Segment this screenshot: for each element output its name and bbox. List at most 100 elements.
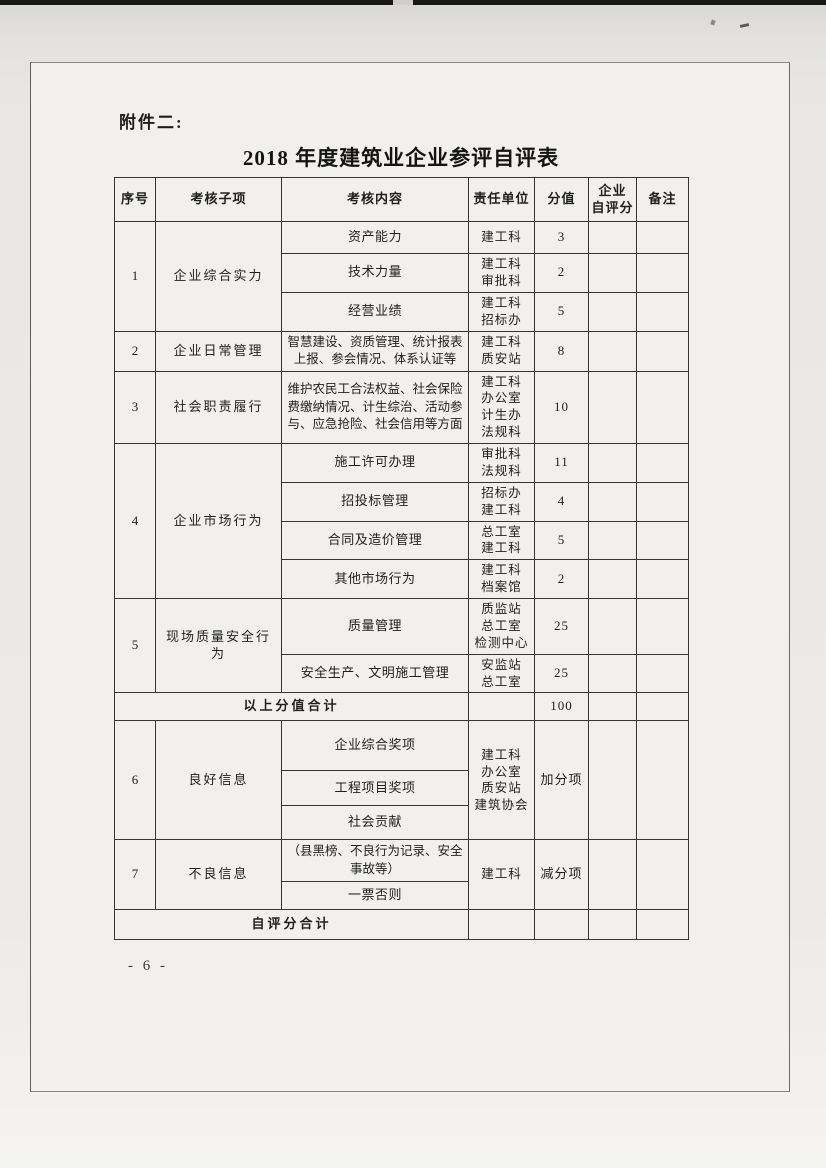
col-header-sub-item: 考核子项 bbox=[155, 177, 282, 222]
remark-cell bbox=[636, 520, 689, 561]
remark-cell bbox=[636, 720, 689, 841]
scan-edge-artifact bbox=[0, 0, 826, 5]
section-no: 7 bbox=[114, 839, 156, 911]
section-no: 4 bbox=[114, 443, 156, 599]
unit-cell: 建工科 办公室 质安站 建筑协会 bbox=[468, 720, 535, 841]
scan-speck bbox=[710, 19, 716, 26]
unit-cell: 招标办 建工科 bbox=[468, 481, 535, 522]
table-row: 招投标管理 招标办 建工科 4 bbox=[115, 481, 689, 522]
content-cell: 施工许可办理 bbox=[281, 443, 469, 483]
section-no: 3 bbox=[114, 370, 156, 444]
score-cell: 减分项 bbox=[534, 839, 589, 911]
total-row: 自评分合计 bbox=[114, 909, 689, 941]
unit-cell: 建工科 办公室 计生办 法规科 bbox=[468, 370, 535, 444]
remark-cell bbox=[636, 443, 689, 483]
score-cell: 2 bbox=[534, 253, 589, 293]
remark-cell bbox=[636, 481, 689, 522]
table-row: 5 现场质量安全行为 质量管理 质监站 总工室 检测中心 25 bbox=[114, 597, 689, 694]
unit-cell: 质监站 总工室 检测中心 bbox=[468, 598, 535, 655]
col-header-content: 考核内容 bbox=[281, 177, 469, 222]
self-score-cell bbox=[588, 253, 637, 293]
content-cell: 招投标管理 bbox=[281, 481, 469, 522]
score-cell: 3 bbox=[534, 221, 589, 254]
self-score-cell bbox=[588, 291, 637, 332]
unit-cell: 建工科 招标办 bbox=[468, 291, 535, 332]
subtotal-score: 100 bbox=[534, 692, 589, 722]
table-row: 社会贡献 bbox=[115, 805, 689, 841]
unit-cell bbox=[468, 909, 535, 941]
self-score-cell bbox=[588, 720, 637, 841]
content-cell: 安全生产、文明施工管理 bbox=[281, 653, 469, 694]
content-cell: （县黑榜、不良行为记录、安全事故等） bbox=[281, 839, 469, 883]
table-row: 其他市场行为 建工科 档案馆 2 bbox=[115, 559, 689, 599]
self-score-cell bbox=[588, 598, 637, 655]
remark-cell bbox=[636, 330, 689, 372]
score-cell: 11 bbox=[534, 443, 589, 483]
score-cell bbox=[534, 909, 589, 941]
table-row: 安全生产、文明施工管理 安监站 总工室 25 bbox=[115, 653, 689, 694]
section-name: 企业日常管理 bbox=[155, 330, 282, 372]
section-no: 5 bbox=[114, 597, 156, 694]
self-score-cell bbox=[588, 481, 637, 522]
scan-edge-gap bbox=[393, 0, 413, 5]
remark-cell bbox=[636, 559, 689, 599]
section-name: 企业市场行为 bbox=[155, 443, 282, 599]
unit-cell: 审批科 法规科 bbox=[468, 443, 535, 483]
remark-cell bbox=[636, 692, 689, 722]
content-cell: 合同及造价管理 bbox=[281, 520, 469, 561]
section-name: 现场质量安全行为 bbox=[155, 597, 282, 694]
content-cell: 维护农民工合法权益、社会保险费缴纳情况、计生综治、活动参与、应急抢险、社会信用等… bbox=[281, 370, 469, 444]
unit-cell: 建工科 审批科 bbox=[468, 253, 535, 293]
remark-cell bbox=[636, 370, 689, 444]
self-score-cell bbox=[588, 443, 637, 483]
table-row: 经营业绩 建工科 招标办 5 bbox=[115, 291, 689, 332]
content-cell: 技术力量 bbox=[281, 253, 469, 293]
unit-cell: 建工科 bbox=[468, 839, 535, 911]
score-cell: 10 bbox=[534, 370, 589, 444]
attachment-label: 附件二: bbox=[119, 113, 184, 132]
content-cell: 其他市场行为 bbox=[281, 559, 469, 599]
total-label: 自评分合计 bbox=[114, 909, 469, 941]
unit-cell: 建工科 bbox=[468, 221, 535, 254]
score-cell: 5 bbox=[534, 291, 589, 332]
section-name: 良好信息 bbox=[155, 720, 282, 841]
content-cell: 企业综合奖项 bbox=[281, 720, 469, 772]
content-cell: 工程项目奖项 bbox=[281, 770, 469, 807]
self-score-cell bbox=[588, 520, 637, 561]
table-row: 合同及造价管理 总工室 建工科 5 bbox=[115, 520, 689, 561]
remark-cell bbox=[636, 839, 689, 911]
document-title: 2018 年度建筑业企业参评自评表 bbox=[242, 146, 560, 170]
content-cell: 社会贡献 bbox=[281, 805, 469, 841]
section-name: 企业综合实力 bbox=[155, 221, 282, 332]
col-header-unit: 责任单位 bbox=[468, 177, 535, 222]
col-header-no: 序号 bbox=[114, 177, 156, 222]
section-no: 6 bbox=[114, 720, 156, 841]
remark-cell bbox=[636, 253, 689, 293]
table-row: 3 社会职责履行 维护农民工合法权益、社会保险费缴纳情况、计生综治、活动参与、应… bbox=[114, 370, 689, 444]
self-score-cell bbox=[588, 692, 637, 722]
content-cell: 一票否则 bbox=[281, 881, 469, 911]
table-row: 7 不良信息 （县黑榜、不良行为记录、安全事故等） 建工科 减分项 bbox=[114, 839, 689, 911]
score-cell: 25 bbox=[534, 653, 589, 694]
unit-cell bbox=[468, 692, 535, 722]
header-row: 序号 考核子项 考核内容 责任单位 分值 企业 自评分 备注 bbox=[114, 177, 689, 222]
unit-cell: 总工室 建工科 bbox=[468, 520, 535, 561]
table-row: 1 企业综合实力 资产能力 建工科 3 bbox=[114, 221, 689, 332]
table-row: 2 企业日常管理 智慧建设、资质管理、统计报表上报、参会情况、体系认证等 建工科… bbox=[114, 330, 689, 372]
scan-speck bbox=[739, 23, 750, 28]
col-header-self-score: 企业 自评分 bbox=[588, 177, 637, 222]
remark-cell bbox=[636, 598, 689, 655]
section-no: 1 bbox=[114, 221, 156, 332]
score-cell: 4 bbox=[534, 481, 589, 522]
self-score-cell bbox=[588, 559, 637, 599]
remark-cell bbox=[636, 221, 689, 254]
unit-cell: 建工科 档案馆 bbox=[468, 559, 535, 599]
section-no: 2 bbox=[114, 330, 156, 372]
subtotal-row: 以上分值合计 100 bbox=[114, 692, 689, 722]
score-cell: 2 bbox=[534, 559, 589, 599]
content-cell: 资产能力 bbox=[281, 221, 469, 254]
score-cell: 5 bbox=[534, 520, 589, 561]
evaluation-table: 序号 考核子项 考核内容 责任单位 分值 企业 自评分 备注 1 企业综合实力 … bbox=[114, 177, 689, 941]
remark-cell bbox=[636, 291, 689, 332]
